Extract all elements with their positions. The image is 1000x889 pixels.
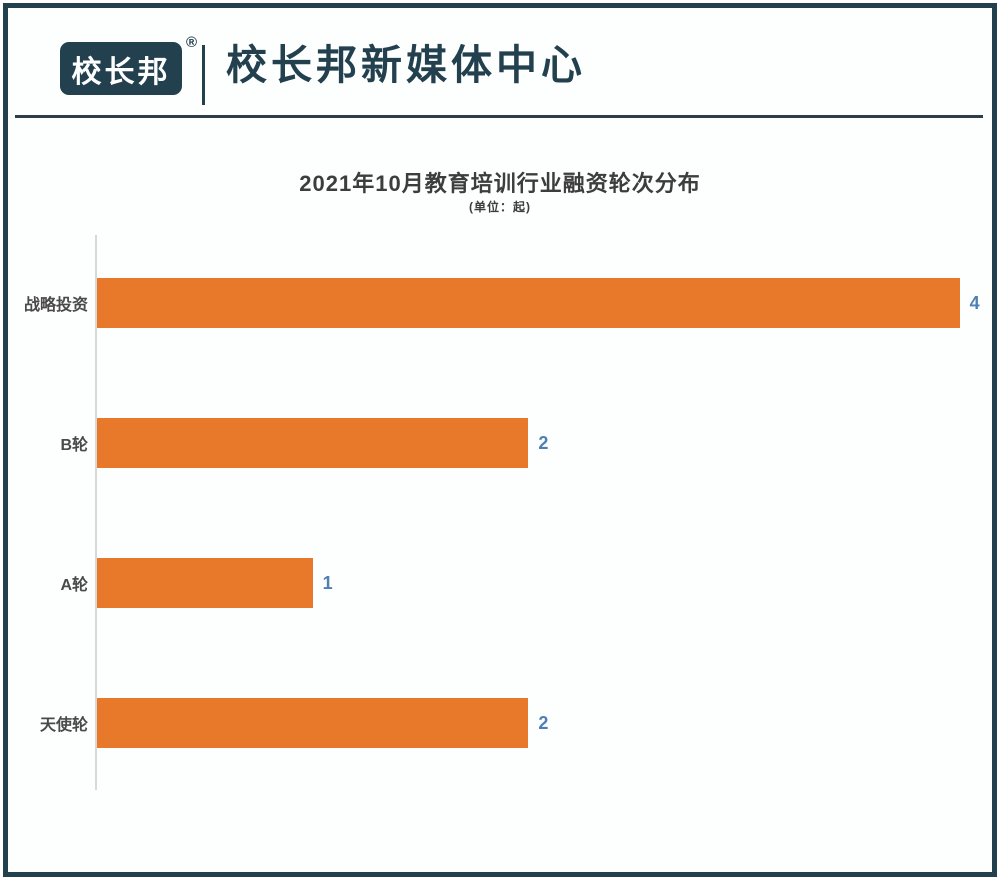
header-divider <box>202 45 205 105</box>
brand-title: 校长邦新媒体中心 <box>226 42 586 88</box>
header-rule <box>15 115 983 118</box>
category-label: A轮 <box>60 577 88 594</box>
bar-value-label: 2 <box>538 712 549 733</box>
bar-row: 天使轮 2 <box>8 653 992 793</box>
bar <box>97 558 313 608</box>
brand-logo-text: 校长邦 <box>71 55 171 89</box>
bar <box>97 418 529 468</box>
bar-track: 1 <box>97 513 992 653</box>
bar-rows: 战略投资 4 B轮 2 A轮 1 天使轮 2 <box>8 233 992 793</box>
category-label: 战略投资 <box>23 297 88 314</box>
brand-logo: 校长邦 <box>60 42 182 95</box>
bar-value-label: 4 <box>969 292 980 313</box>
registered-trademark-icon: ® <box>186 34 198 51</box>
bar-value-label: 1 <box>322 572 333 593</box>
bar-track: 4 <box>97 233 992 373</box>
header: 校长邦 ® 校长邦新媒体中心 <box>8 8 992 115</box>
chart-unit-label: (单位：起) <box>469 200 531 214</box>
bar <box>97 278 960 328</box>
bar-value-label: 2 <box>538 432 549 453</box>
chart-title: 2021年10月教育培训行业融资轮次分布 <box>299 171 701 196</box>
bar-row: 战略投资 4 <box>8 233 992 373</box>
bar <box>97 698 529 748</box>
bar-row: B轮 2 <box>8 373 992 513</box>
y-axis-line <box>95 235 97 790</box>
bar-row: A轮 1 <box>8 513 992 653</box>
page-frame: 校长邦 ® 校长邦新媒体中心 2021年10月教育培训行业融资轮次分布 (单位：… <box>3 3 997 877</box>
bar-track: 2 <box>97 373 992 513</box>
category-label: 天使轮 <box>39 717 88 734</box>
category-label: B轮 <box>60 437 88 454</box>
bar-track: 2 <box>97 653 992 793</box>
